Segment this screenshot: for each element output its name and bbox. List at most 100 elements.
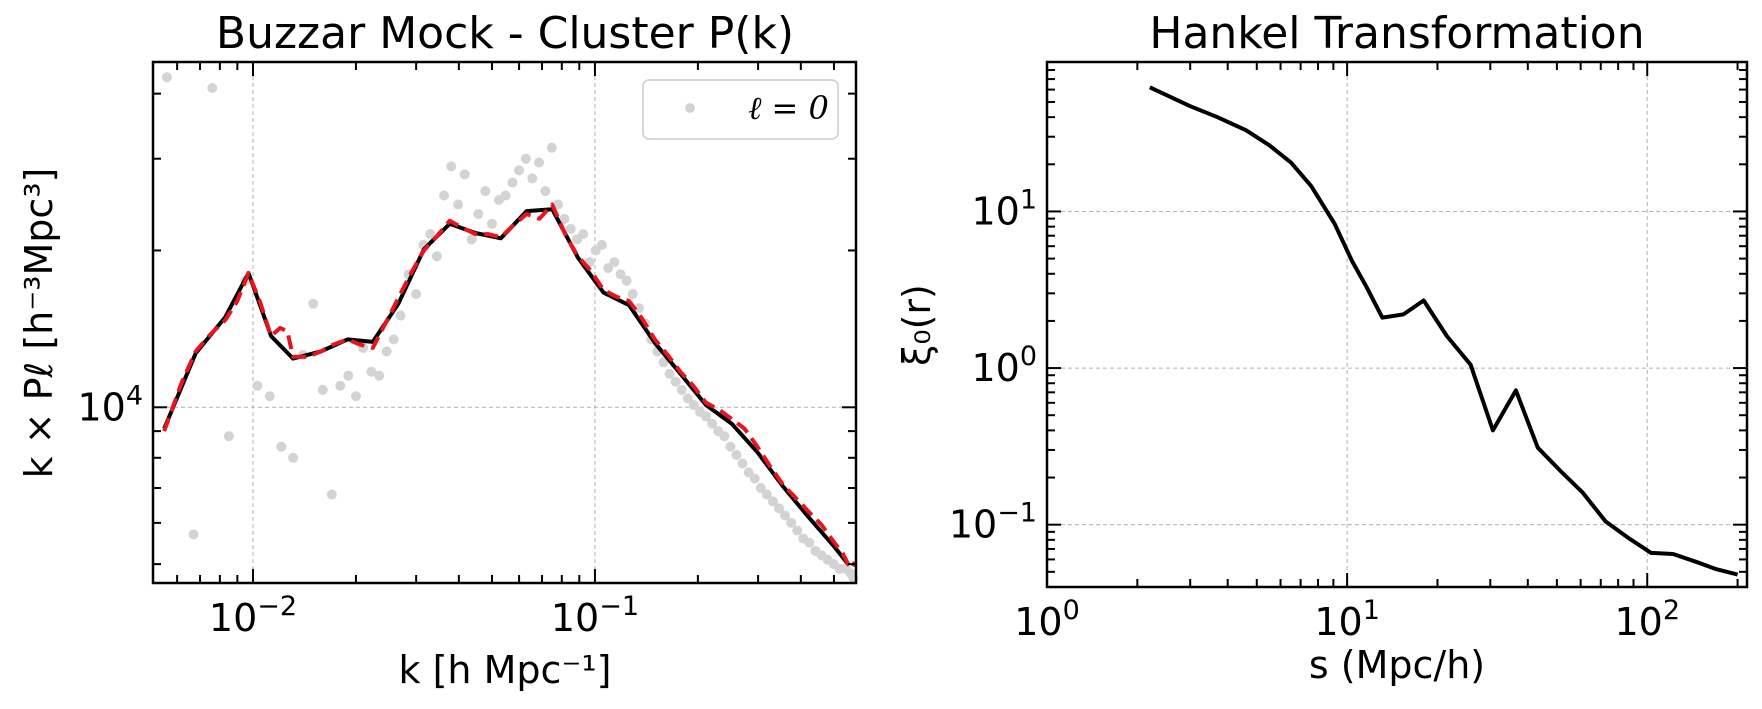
right-x-axis-label: s (Mpc/h) [1309, 643, 1485, 687]
left-y-tick-label: 104 [77, 380, 143, 429]
data-point [658, 357, 669, 368]
data-point [343, 370, 354, 381]
left-x-tick-label: 10−2 [209, 591, 297, 640]
right-plot-frame [1045, 60, 1749, 589]
data-point [565, 223, 576, 234]
data-point [507, 177, 518, 188]
data-point [326, 489, 337, 500]
data-point [453, 199, 464, 210]
data-point [480, 186, 491, 197]
data-point [335, 380, 346, 391]
data-point [553, 199, 564, 210]
data-point [500, 190, 511, 201]
left-x-tick-label: 10−1 [551, 591, 639, 640]
right-y-tick-label: 10−1 [949, 498, 1037, 547]
data-point [317, 384, 328, 395]
data-point [446, 161, 457, 172]
data-point [276, 441, 287, 452]
data-point [473, 208, 484, 219]
left-dashed-series-line [162, 202, 857, 571]
data-point [578, 229, 589, 240]
data-point [527, 173, 538, 184]
right-ticks [1046, 61, 1747, 588]
data-point [670, 376, 681, 387]
data-point [366, 366, 377, 377]
right-y-tick-label: 101 [971, 184, 1037, 233]
left-plot-frame [151, 60, 858, 585]
data-point [459, 169, 470, 180]
right-chart-title: Hankel Transformation [1149, 8, 1644, 59]
data-point [755, 483, 766, 494]
data-point [743, 467, 754, 478]
data-point [439, 190, 450, 201]
legend-entry-label: ℓ = 0 [748, 89, 829, 127]
data-point [466, 234, 477, 245]
data-point [774, 503, 785, 514]
data-point [761, 489, 772, 500]
data-point [719, 431, 730, 442]
data-point [701, 411, 712, 422]
data-point [514, 165, 525, 176]
right-x-tick-label: 102 [1614, 595, 1680, 644]
data-point [603, 263, 614, 274]
data-point [664, 368, 675, 379]
left-grid [153, 62, 856, 583]
data-point [737, 458, 748, 469]
data-point [288, 452, 299, 463]
data-point [388, 334, 399, 345]
right-series-line [1148, 85, 1739, 577]
left-tick-labels: 10−2 10−1 104 [77, 380, 639, 640]
left-x-axis-label: k [h Mpc⁻¹] [399, 648, 612, 692]
data-point [207, 83, 218, 94]
data-point [633, 303, 644, 314]
data-point [786, 517, 797, 528]
data-point [425, 229, 436, 240]
data-point [533, 157, 544, 168]
data-point [252, 380, 263, 391]
data-point [350, 391, 361, 402]
data-point [374, 370, 385, 381]
data-point [731, 449, 742, 460]
data-point [627, 288, 638, 299]
data-point [411, 288, 422, 299]
right-panel: Hankel Transformation 100 101 10210−110010… [895, 8, 1749, 687]
data-point [596, 239, 607, 250]
data-point [381, 346, 392, 357]
right-marks [1148, 85, 1739, 577]
data-point [804, 537, 815, 548]
data-point [264, 391, 275, 402]
data-point [767, 496, 778, 507]
left-panel: Buzzar Mock - Cluster P(k) 10−2 10−1 104 ℓ… [17, 8, 859, 692]
right-tick-labels: 100 101 102 10−1 100 101 [949, 184, 1680, 644]
data-point [780, 510, 791, 521]
right-y-tick-label: 100 [971, 341, 1037, 390]
data-point [308, 298, 319, 309]
data-point [725, 441, 736, 452]
legend-marker [685, 103, 695, 113]
data-point [676, 384, 687, 395]
left-ticks [153, 62, 856, 583]
legend-box [642, 79, 839, 140]
right-y-axis-label: ξ₀(r) [895, 284, 939, 366]
data-point [792, 525, 803, 536]
data-point [223, 431, 234, 442]
data-point [609, 257, 620, 268]
data-point [520, 153, 531, 164]
data-point [688, 400, 699, 411]
data-point [487, 218, 498, 229]
data-point [682, 393, 693, 404]
data-point [749, 473, 760, 484]
data-point [707, 418, 718, 429]
left-y-axis-label: k × Pℓ [h⁻³Mpc³] [17, 168, 61, 479]
left-chart-title: Buzzar Mock - Cluster P(k) [216, 8, 794, 59]
left-series-line [162, 207, 850, 566]
right-x-tick-label: 100 [1014, 595, 1080, 644]
data-point [621, 275, 632, 286]
right-x-tick-label: 101 [1314, 595, 1380, 644]
data-point [615, 269, 626, 280]
data-point [559, 213, 570, 224]
data-point [188, 529, 199, 540]
data-point [546, 142, 557, 153]
legend: ℓ = 0 [642, 79, 839, 140]
